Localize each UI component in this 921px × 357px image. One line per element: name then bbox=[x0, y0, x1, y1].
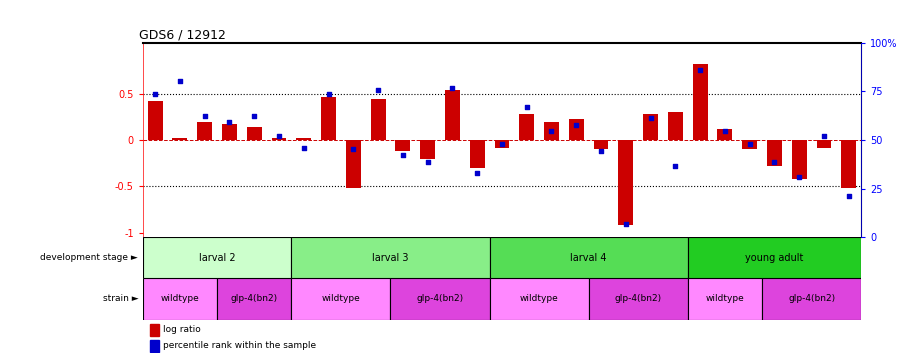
Text: larval 4: larval 4 bbox=[570, 253, 607, 263]
Bar bbox=[395, 140, 410, 151]
Bar bbox=[147, 101, 163, 140]
Bar bbox=[519, 114, 534, 140]
Bar bbox=[742, 140, 757, 149]
Bar bbox=[143, 237, 291, 278]
Point bbox=[172, 78, 187, 84]
Text: larval 3: larval 3 bbox=[372, 253, 409, 263]
Text: development stage ►: development stage ► bbox=[41, 253, 138, 262]
Text: wildtype: wildtype bbox=[519, 295, 558, 303]
Bar bbox=[370, 99, 386, 140]
Bar bbox=[688, 278, 762, 320]
Bar bbox=[297, 138, 311, 140]
Point bbox=[544, 128, 559, 134]
Point bbox=[495, 141, 509, 147]
Text: wildtype: wildtype bbox=[321, 295, 360, 303]
Text: glp-4(bn2): glp-4(bn2) bbox=[416, 295, 463, 303]
Point bbox=[470, 171, 484, 176]
Text: strain ►: strain ► bbox=[102, 295, 138, 303]
Bar bbox=[470, 140, 484, 168]
Bar bbox=[693, 64, 707, 140]
Bar bbox=[594, 140, 609, 149]
Point bbox=[297, 145, 311, 150]
Point bbox=[272, 134, 286, 139]
Point bbox=[693, 67, 707, 72]
Bar bbox=[841, 140, 857, 188]
Bar bbox=[618, 140, 634, 225]
Bar bbox=[222, 124, 237, 140]
Bar bbox=[490, 237, 688, 278]
Bar bbox=[143, 278, 217, 320]
Bar bbox=[391, 278, 490, 320]
Point bbox=[717, 128, 732, 134]
Point bbox=[222, 119, 237, 125]
Point bbox=[445, 85, 460, 91]
Text: GDS6 / 12912: GDS6 / 12912 bbox=[139, 29, 226, 42]
Point bbox=[371, 87, 386, 93]
Bar bbox=[291, 237, 490, 278]
Point bbox=[346, 146, 361, 152]
Bar bbox=[495, 140, 509, 147]
Bar bbox=[762, 278, 861, 320]
Point bbox=[519, 104, 534, 110]
Bar bbox=[490, 278, 589, 320]
Bar bbox=[717, 129, 732, 140]
Bar bbox=[589, 278, 688, 320]
Bar bbox=[817, 140, 832, 147]
Point bbox=[420, 160, 435, 165]
Bar bbox=[172, 138, 187, 140]
Bar bbox=[321, 97, 336, 140]
Text: percentile rank within the sample: percentile rank within the sample bbox=[163, 341, 316, 350]
Bar bbox=[272, 138, 286, 140]
Point bbox=[767, 160, 782, 165]
Point bbox=[668, 163, 682, 169]
Point bbox=[817, 134, 832, 139]
Point bbox=[594, 149, 609, 154]
Bar bbox=[420, 140, 435, 159]
Text: log ratio: log ratio bbox=[163, 325, 201, 334]
Point bbox=[321, 91, 336, 97]
Bar bbox=[688, 237, 861, 278]
Bar bbox=[346, 140, 361, 188]
Text: glp-4(bn2): glp-4(bn2) bbox=[230, 295, 278, 303]
Point bbox=[197, 113, 212, 119]
Text: larval 2: larval 2 bbox=[199, 253, 236, 263]
Point bbox=[792, 174, 807, 180]
Point bbox=[643, 115, 658, 121]
Text: glp-4(bn2): glp-4(bn2) bbox=[614, 295, 662, 303]
Bar bbox=[291, 278, 391, 320]
Bar bbox=[643, 114, 658, 140]
Point bbox=[147, 91, 162, 97]
Bar bbox=[445, 90, 460, 140]
Point bbox=[395, 152, 410, 158]
Bar bbox=[767, 140, 782, 166]
Bar bbox=[150, 323, 158, 336]
Bar bbox=[668, 112, 682, 140]
Bar bbox=[792, 140, 807, 179]
Bar bbox=[569, 119, 584, 140]
Point bbox=[247, 113, 262, 119]
Point bbox=[569, 122, 584, 128]
Bar bbox=[197, 122, 212, 140]
Point bbox=[618, 221, 633, 226]
Bar bbox=[150, 340, 158, 352]
Point bbox=[842, 193, 857, 198]
Text: wildtype: wildtype bbox=[160, 295, 199, 303]
Bar bbox=[217, 278, 291, 320]
Point bbox=[742, 141, 757, 147]
Text: wildtype: wildtype bbox=[705, 295, 744, 303]
Bar bbox=[247, 127, 262, 140]
Bar bbox=[544, 122, 559, 140]
Text: young adult: young adult bbox=[745, 253, 804, 263]
Text: glp-4(bn2): glp-4(bn2) bbox=[788, 295, 835, 303]
